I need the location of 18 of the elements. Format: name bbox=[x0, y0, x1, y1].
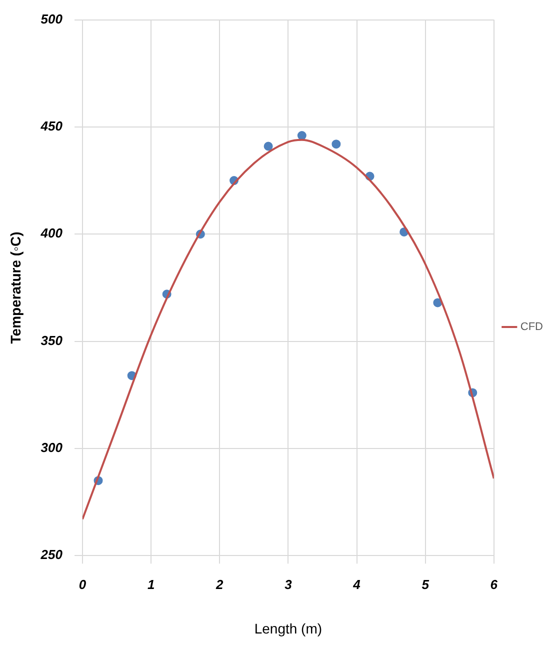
y-axis-title: Temperature (◦C) bbox=[7, 232, 24, 344]
x-tick-label: 4 bbox=[352, 576, 362, 592]
x-axis-title: Length (m) bbox=[254, 620, 322, 636]
point bbox=[332, 140, 341, 149]
y-tick-label: 450 bbox=[40, 118, 64, 134]
y-tick-label: 250 bbox=[40, 547, 64, 562]
y-tick-label: 300 bbox=[40, 440, 64, 456]
x-tick-label: 1 bbox=[147, 576, 155, 592]
x-tick-label: 0 bbox=[78, 576, 87, 592]
x-tick-label: 6 bbox=[490, 576, 498, 592]
x-tick-label: 3 bbox=[284, 576, 293, 592]
point bbox=[264, 142, 273, 151]
y-tick-label: 350 bbox=[40, 332, 64, 348]
x-tick-label: 2 bbox=[215, 576, 224, 592]
legend-label: CFD bbox=[520, 321, 544, 334]
y-tick-label: 400 bbox=[40, 226, 64, 241]
y-tick-label: 500 bbox=[40, 11, 64, 26]
x-tick-label: 5 bbox=[422, 576, 430, 592]
